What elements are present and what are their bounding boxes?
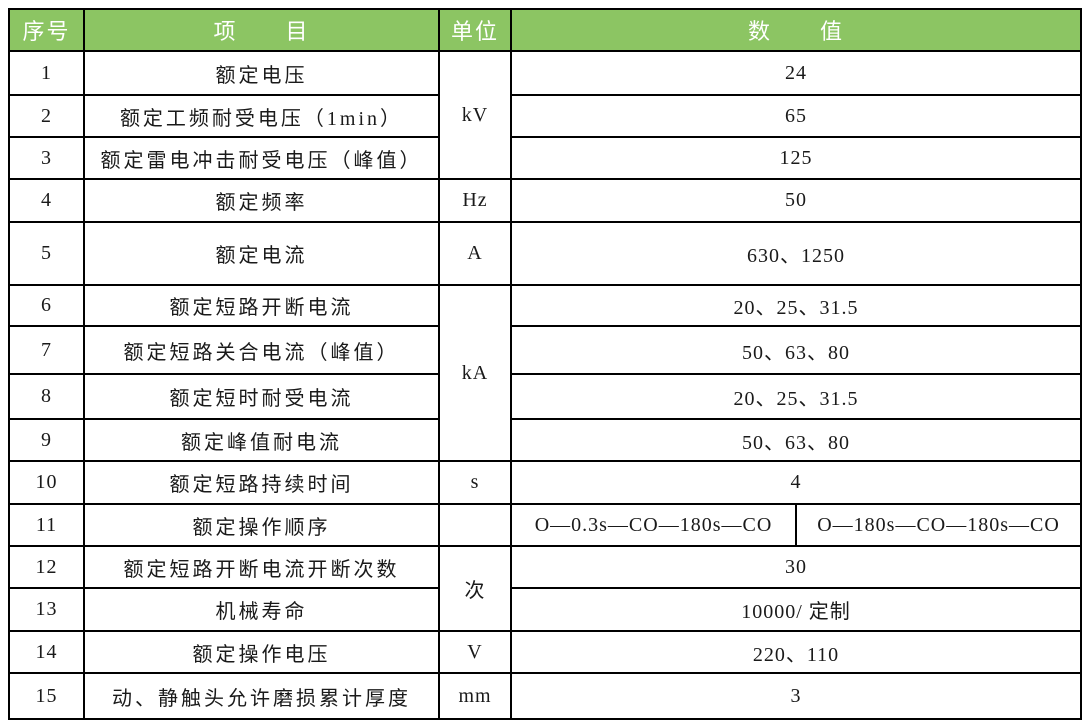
row-number-cell: 9 bbox=[8, 418, 85, 462]
item-name-cell: 额定短路关合电流（峰值） bbox=[83, 325, 440, 375]
row-number-cell: 14 bbox=[8, 630, 85, 674]
value-cell: 30 bbox=[509, 545, 1083, 589]
table-row: 10 额定短路持续时间 s 4 bbox=[8, 460, 1083, 505]
item-name-cell: 额定短路开断电流 bbox=[83, 284, 440, 327]
row-number-cell: 13 bbox=[8, 587, 85, 632]
row-number-cell: 11 bbox=[8, 503, 85, 547]
row-number-cell: 2 bbox=[8, 94, 85, 138]
table-row: 7 额定短路关合电流（峰值） 50、63、80 bbox=[8, 325, 1083, 375]
row-number-cell: 4 bbox=[8, 178, 85, 223]
item-name-cell: 额定操作顺序 bbox=[83, 503, 440, 547]
table-row: 13 机械寿命 10000/ 定制 bbox=[8, 587, 1083, 632]
unit-cell bbox=[438, 503, 512, 547]
table-row: 6 额定短路开断电流 kA 20、25、31.5 bbox=[8, 284, 1083, 462]
row-number-cell: 15 bbox=[8, 672, 85, 720]
value-cell: 220、110 bbox=[509, 630, 1083, 674]
item-name-cell: 额定峰值耐电流 bbox=[83, 418, 440, 462]
table-row: 14 额定操作电压 V 220、110 bbox=[8, 630, 1083, 674]
item-name-cell: 额定雷电冲击耐受电压（峰值） bbox=[83, 136, 440, 180]
value-cell: 20、25、31.5 bbox=[509, 284, 1083, 327]
unit-cell: s bbox=[438, 460, 512, 505]
header-cell-value: 数 值 bbox=[509, 8, 1083, 52]
table-row: 12 额定短路开断电流开断次数次 30 bbox=[8, 545, 1083, 632]
value-cell-right: O—180s—CO—180s—CO bbox=[794, 503, 1083, 547]
row-number-cell: 10 bbox=[8, 460, 85, 505]
table-row: 3 额定雷电冲击耐受电压（峰值） 125 bbox=[8, 136, 1083, 180]
item-name-cell: 额定频率 bbox=[83, 178, 440, 223]
item-name-cell: 动、静触头允许磨损累计厚度 bbox=[83, 672, 440, 720]
row-number-cell: 3 bbox=[8, 136, 85, 180]
unit-cell: V bbox=[438, 630, 512, 674]
value-cell: 24 bbox=[509, 50, 1083, 96]
table-row: 1 额定电压 kV 24 bbox=[8, 50, 1083, 180]
header-cell-unit: 单位 bbox=[438, 8, 512, 52]
unit-cell: kV bbox=[438, 50, 512, 180]
item-name-cell: 额定电压 bbox=[83, 50, 440, 96]
item-name-cell: 额定短路开断电流开断次数 bbox=[83, 545, 440, 589]
item-name-cell: 额定工频耐受电压（1min） bbox=[83, 94, 440, 138]
value-cell: 10000/ 定制 bbox=[509, 587, 1083, 632]
row-number-cell: 12 bbox=[8, 545, 85, 589]
value-cell: 20、25、31.5 bbox=[509, 373, 1083, 420]
unit-cell: Hz bbox=[438, 178, 512, 223]
row-number-cell: 6 bbox=[8, 284, 85, 327]
value-cell-left: O—0.3s—CO—180s—CO bbox=[510, 503, 797, 547]
value-cell: 50 bbox=[509, 178, 1083, 223]
value-cell: 50、63、80 bbox=[509, 325, 1083, 375]
unit-cell: A bbox=[438, 221, 512, 286]
table-row: 4 额定频率 Hz 50 bbox=[8, 178, 1083, 223]
unit-cell: 次 bbox=[438, 545, 512, 632]
table-row: 15 动、静触头允许磨损累计厚度 mm 3 bbox=[8, 672, 1083, 720]
row-number-cell: 5 bbox=[8, 221, 85, 286]
value-cell: 65 bbox=[509, 94, 1083, 138]
item-name-cell: 额定短时耐受电流 bbox=[83, 373, 440, 420]
table-row: 11 额定操作顺序 O—0.3s—CO—180s—CO O—180s—CO—180s—… bbox=[8, 503, 1083, 547]
value-cell: 3 bbox=[509, 672, 1083, 720]
table-row: 9 额定峰值耐电流 50、63、80 bbox=[8, 418, 1083, 462]
row-number-cell: 1 bbox=[8, 50, 85, 96]
item-name-cell: 额定操作电压 bbox=[83, 630, 440, 674]
unit-cell: mm bbox=[438, 672, 512, 720]
table-row: 5 额定电流 A 630、1250 bbox=[8, 221, 1083, 286]
unit-cell: kA bbox=[438, 284, 512, 462]
table-row: 2 额定工频耐受电压（1min） 65 bbox=[8, 94, 1083, 138]
item-name-cell: 额定电流 bbox=[83, 221, 440, 286]
value-cell: 125 bbox=[509, 136, 1083, 180]
value-cell: 50、63、80 bbox=[509, 418, 1083, 462]
row-number-cell: 8 bbox=[8, 373, 85, 420]
header-cell-no: 序号 bbox=[8, 8, 85, 52]
spec-table: 序号 项 目 单位 数 值 1 额定电压 kV 24 2 额定工频耐受电压（1min） 65… bbox=[8, 8, 1083, 720]
table-row: 8 额定短时耐受电流 20、25、31.5 bbox=[8, 373, 1083, 420]
value-cell: 630、1250 bbox=[509, 221, 1083, 286]
item-name-cell: 额定短路持续时间 bbox=[83, 460, 440, 505]
item-name-cell: 机械寿命 bbox=[83, 587, 440, 632]
value-cell: 4 bbox=[509, 460, 1083, 505]
header-cell-item: 项 目 bbox=[83, 8, 440, 52]
row-number-cell: 7 bbox=[8, 325, 85, 375]
header-row: 序号 项 目 单位 数 值 bbox=[8, 8, 1083, 52]
